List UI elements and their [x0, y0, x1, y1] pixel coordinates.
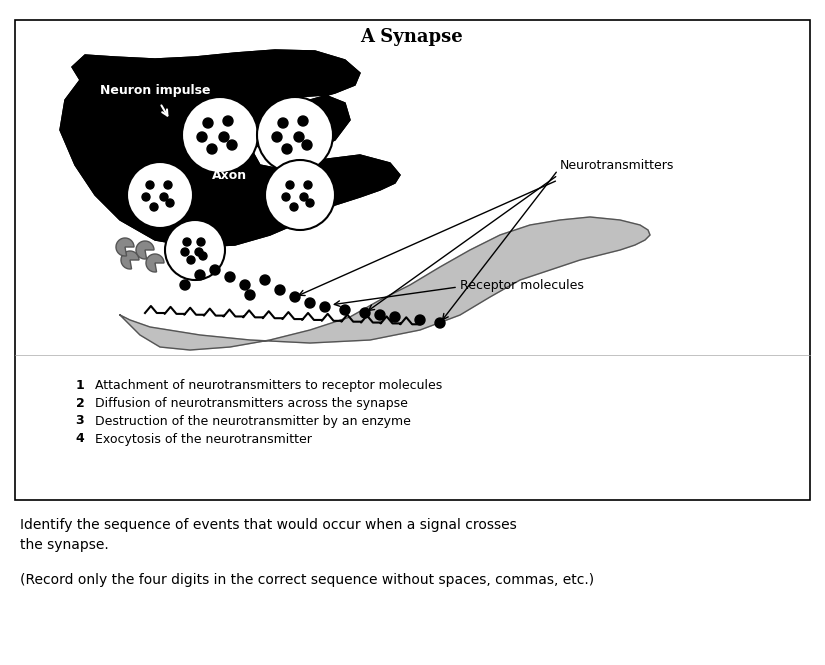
Text: 4: 4 — [76, 432, 84, 446]
Text: Neurotransmitters: Neurotransmitters — [560, 158, 674, 172]
Circle shape — [165, 220, 225, 280]
Circle shape — [150, 203, 158, 211]
Text: 3: 3 — [76, 414, 84, 428]
FancyBboxPatch shape — [15, 20, 810, 500]
Circle shape — [282, 144, 292, 154]
Text: 1: 1 — [76, 378, 84, 392]
Circle shape — [290, 203, 298, 211]
Text: Attachment of neurotransmitters to receptor molecules: Attachment of neurotransmitters to recep… — [95, 378, 442, 392]
Circle shape — [390, 312, 400, 322]
Circle shape — [181, 248, 189, 256]
Circle shape — [375, 310, 385, 320]
Circle shape — [197, 238, 205, 246]
Polygon shape — [60, 50, 400, 247]
Circle shape — [197, 132, 207, 142]
Circle shape — [320, 302, 330, 312]
Text: Exocytosis of the neurotransmitter: Exocytosis of the neurotransmitter — [95, 432, 312, 446]
Circle shape — [282, 193, 290, 201]
Text: Axon: Axon — [213, 168, 247, 182]
Circle shape — [227, 140, 237, 150]
Circle shape — [207, 144, 217, 154]
Circle shape — [257, 97, 333, 173]
Circle shape — [360, 308, 370, 318]
Text: Diffusion of neurotransmitters across the synapse: Diffusion of neurotransmitters across th… — [95, 396, 408, 410]
Circle shape — [275, 285, 285, 295]
Circle shape — [265, 160, 335, 230]
Text: Identify the sequence of events that would occur when a signal crosses: Identify the sequence of events that wou… — [20, 518, 516, 532]
Circle shape — [225, 272, 235, 282]
Wedge shape — [146, 254, 164, 272]
Circle shape — [278, 118, 288, 128]
Circle shape — [223, 116, 233, 126]
Text: the synapse.: the synapse. — [20, 538, 109, 552]
Text: (Record only the four digits in the correct sequence without spaces, commas, etc: (Record only the four digits in the corr… — [20, 573, 594, 587]
Circle shape — [260, 275, 270, 285]
Circle shape — [245, 290, 255, 300]
Circle shape — [302, 140, 312, 150]
Circle shape — [306, 199, 314, 207]
Circle shape — [142, 193, 150, 201]
Circle shape — [240, 280, 250, 290]
Wedge shape — [136, 241, 154, 259]
Circle shape — [199, 252, 207, 260]
Circle shape — [146, 181, 154, 189]
Circle shape — [164, 181, 172, 189]
Polygon shape — [120, 217, 650, 350]
Circle shape — [166, 199, 174, 207]
Text: Destruction of the neurotransmitter by an enzyme: Destruction of the neurotransmitter by a… — [95, 414, 411, 428]
Circle shape — [183, 238, 191, 246]
Circle shape — [300, 193, 308, 201]
Text: Neuron impulse: Neuron impulse — [100, 84, 210, 96]
Wedge shape — [121, 251, 139, 269]
Circle shape — [219, 132, 229, 142]
Circle shape — [210, 265, 220, 275]
Circle shape — [195, 270, 205, 280]
Circle shape — [304, 181, 312, 189]
Circle shape — [127, 162, 193, 228]
Circle shape — [435, 318, 445, 328]
Wedge shape — [116, 238, 134, 256]
Circle shape — [160, 193, 168, 201]
Circle shape — [290, 292, 300, 302]
Circle shape — [182, 97, 258, 173]
Text: A Synapse: A Synapse — [361, 28, 464, 46]
Circle shape — [180, 280, 190, 290]
Circle shape — [203, 118, 213, 128]
Circle shape — [272, 132, 282, 142]
Circle shape — [298, 116, 308, 126]
Circle shape — [286, 181, 294, 189]
Circle shape — [187, 256, 195, 264]
Text: 2: 2 — [76, 396, 84, 410]
Text: Receptor molecules: Receptor molecules — [460, 279, 584, 291]
Circle shape — [195, 248, 203, 256]
Circle shape — [415, 315, 425, 325]
Circle shape — [294, 132, 304, 142]
Circle shape — [340, 305, 350, 315]
Circle shape — [305, 298, 315, 308]
